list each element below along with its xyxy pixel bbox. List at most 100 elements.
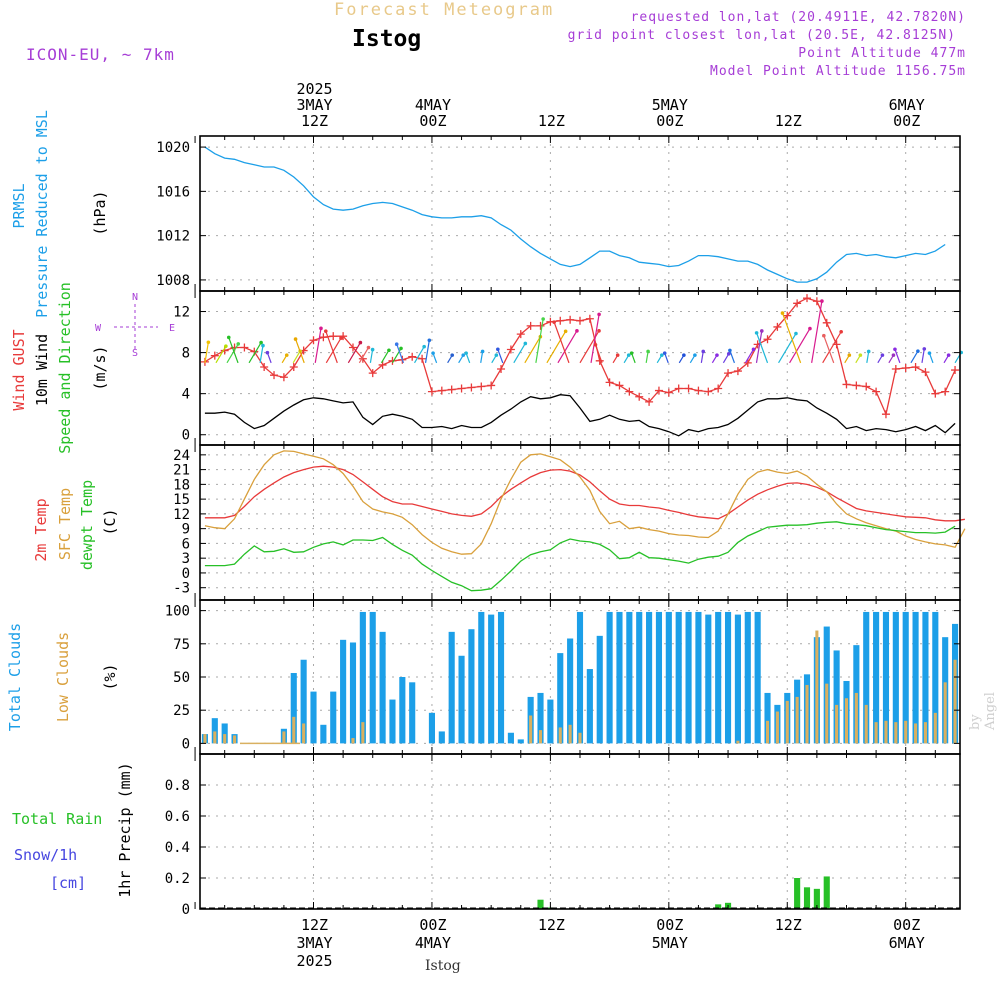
wind-arrow-head	[780, 311, 785, 315]
wind-arrow-head	[427, 338, 432, 343]
gust-marker	[635, 392, 644, 401]
footer-station: Istog	[425, 958, 461, 974]
gust-marker	[931, 389, 940, 398]
time-label-top: 00Z	[656, 112, 683, 130]
wind-arrow-head	[480, 349, 485, 354]
gust-marker	[822, 318, 831, 327]
total-cloud-bar	[833, 650, 840, 744]
wind-arrow	[744, 349, 755, 364]
wind-arrow-head	[847, 353, 852, 357]
total-cloud-bar	[369, 611, 376, 744]
wind-line	[204, 394, 956, 437]
wind-arrow	[513, 343, 526, 364]
wind-arrow	[369, 349, 374, 363]
panel-frame-temperature	[199, 444, 961, 601]
wind-arrow	[822, 331, 842, 364]
total-cloud-bar	[636, 611, 643, 744]
y-tick-label: 0	[182, 428, 190, 444]
panel-frame-wind	[199, 290, 961, 446]
wind-arrow-head	[916, 349, 920, 353]
wind-arrow-head	[259, 340, 263, 345]
total-cloud-bar	[517, 739, 524, 744]
low-cloud-bar	[805, 684, 809, 744]
wind-arrow	[823, 335, 835, 364]
gust-marker	[901, 364, 910, 372]
wind-arrow-head	[265, 350, 270, 355]
total-cloud-bar	[438, 731, 445, 744]
wind-arrow	[546, 330, 567, 364]
compass-cross	[114, 304, 158, 350]
model-altitude: Model Point Altitude 1156.75m	[710, 64, 966, 79]
low-cloud-bar	[292, 716, 296, 744]
gust-marker	[309, 336, 318, 345]
low-cloud-bar	[765, 720, 770, 744]
model-label: ICON-EU, ~ 7km	[26, 45, 175, 64]
gust-marker	[457, 384, 466, 393]
time-label-bottom: 12Z	[775, 916, 802, 934]
gust-marker	[348, 343, 357, 352]
compass-n: N	[132, 292, 138, 303]
wind-arrow	[226, 343, 239, 364]
low-cloud-bar	[578, 732, 582, 744]
point-altitude: Point Altitude 477m	[798, 46, 966, 61]
wind-arrow	[553, 321, 570, 364]
wind-arrow-head	[236, 342, 241, 346]
wind-arrow-head	[754, 331, 759, 335]
wind-label-gust: Wind GUST	[10, 329, 28, 410]
low-cloud-bar	[923, 722, 927, 744]
wind-arrow	[325, 337, 342, 364]
low-cloud-bar	[223, 734, 227, 744]
y-tick-label: 12	[173, 507, 190, 523]
time-label-top: 12Z	[301, 112, 328, 130]
low-cloud-bar	[815, 630, 819, 744]
temp-2m-line	[204, 465, 965, 522]
total-cloud-bar	[646, 611, 653, 744]
wind-arrow-head	[794, 331, 798, 336]
wind-arrow-head	[891, 353, 896, 357]
low-cloud-bar	[233, 735, 237, 744]
time-label-top: 5MAY	[652, 96, 688, 114]
gust-marker	[664, 388, 673, 397]
gust-marker	[408, 352, 417, 361]
grid-point-coords: grid point closest lon,lat (20.5E, 42.81…	[567, 28, 956, 43]
wind-arrow-head	[575, 329, 579, 333]
wind-arrow-head	[822, 333, 826, 338]
low-cloud-bar	[844, 698, 849, 744]
gust-marker	[872, 387, 881, 396]
gust-marker	[605, 378, 614, 387]
temp-label-dewpt: dewpt Temp	[78, 480, 96, 570]
wind-arrow-head	[494, 353, 499, 357]
wind-arrow-head	[808, 326, 812, 331]
total-cloud-bar	[685, 611, 692, 744]
gust-marker	[378, 360, 387, 369]
temp-sfc-line	[204, 450, 966, 555]
total-cloud-bar	[379, 631, 386, 744]
gust-marker	[862, 382, 871, 391]
wind-arrow-head	[660, 353, 664, 357]
gust-marker	[763, 335, 772, 344]
wind-arrow	[228, 337, 239, 364]
wind-arrow	[557, 330, 578, 364]
compass-e: E	[169, 323, 175, 334]
wind-arrow-head	[662, 351, 667, 355]
wind-arrow	[894, 349, 901, 364]
wind-arrow-head	[293, 337, 298, 341]
wind-arrow	[789, 328, 811, 364]
time-label-top: 00Z	[419, 112, 446, 130]
low-cloud-bar	[736, 740, 740, 744]
gust-marker	[497, 365, 506, 374]
gust-marker	[941, 387, 950, 396]
wind-arrow-head	[728, 348, 732, 353]
wind-arrow	[594, 344, 603, 364]
total-cloud-bar	[488, 614, 495, 744]
axes: 100810121016102004812-303691215182124025…	[6, 80, 961, 970]
rain-bar	[537, 899, 544, 909]
low-cloud-bar	[795, 696, 799, 744]
total-cloud-bar	[221, 723, 228, 744]
low-cloud-bar	[854, 692, 858, 744]
time-label-bottom: 6MAY	[889, 934, 925, 952]
y-tick-label: 1012	[156, 229, 190, 245]
total-cloud-bar	[547, 699, 554, 744]
panel-frame-precip	[199, 753, 961, 910]
